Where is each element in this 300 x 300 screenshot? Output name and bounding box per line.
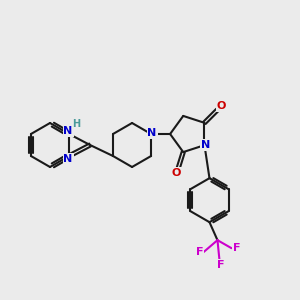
Text: N: N <box>148 128 157 138</box>
Text: O: O <box>172 168 181 178</box>
Text: F: F <box>233 243 240 253</box>
Text: N: N <box>201 140 210 150</box>
Text: O: O <box>217 101 226 111</box>
Text: N: N <box>63 126 73 136</box>
Text: F: F <box>217 260 224 270</box>
Text: H: H <box>72 119 80 129</box>
Text: N: N <box>63 154 73 164</box>
Text: F: F <box>196 247 203 257</box>
